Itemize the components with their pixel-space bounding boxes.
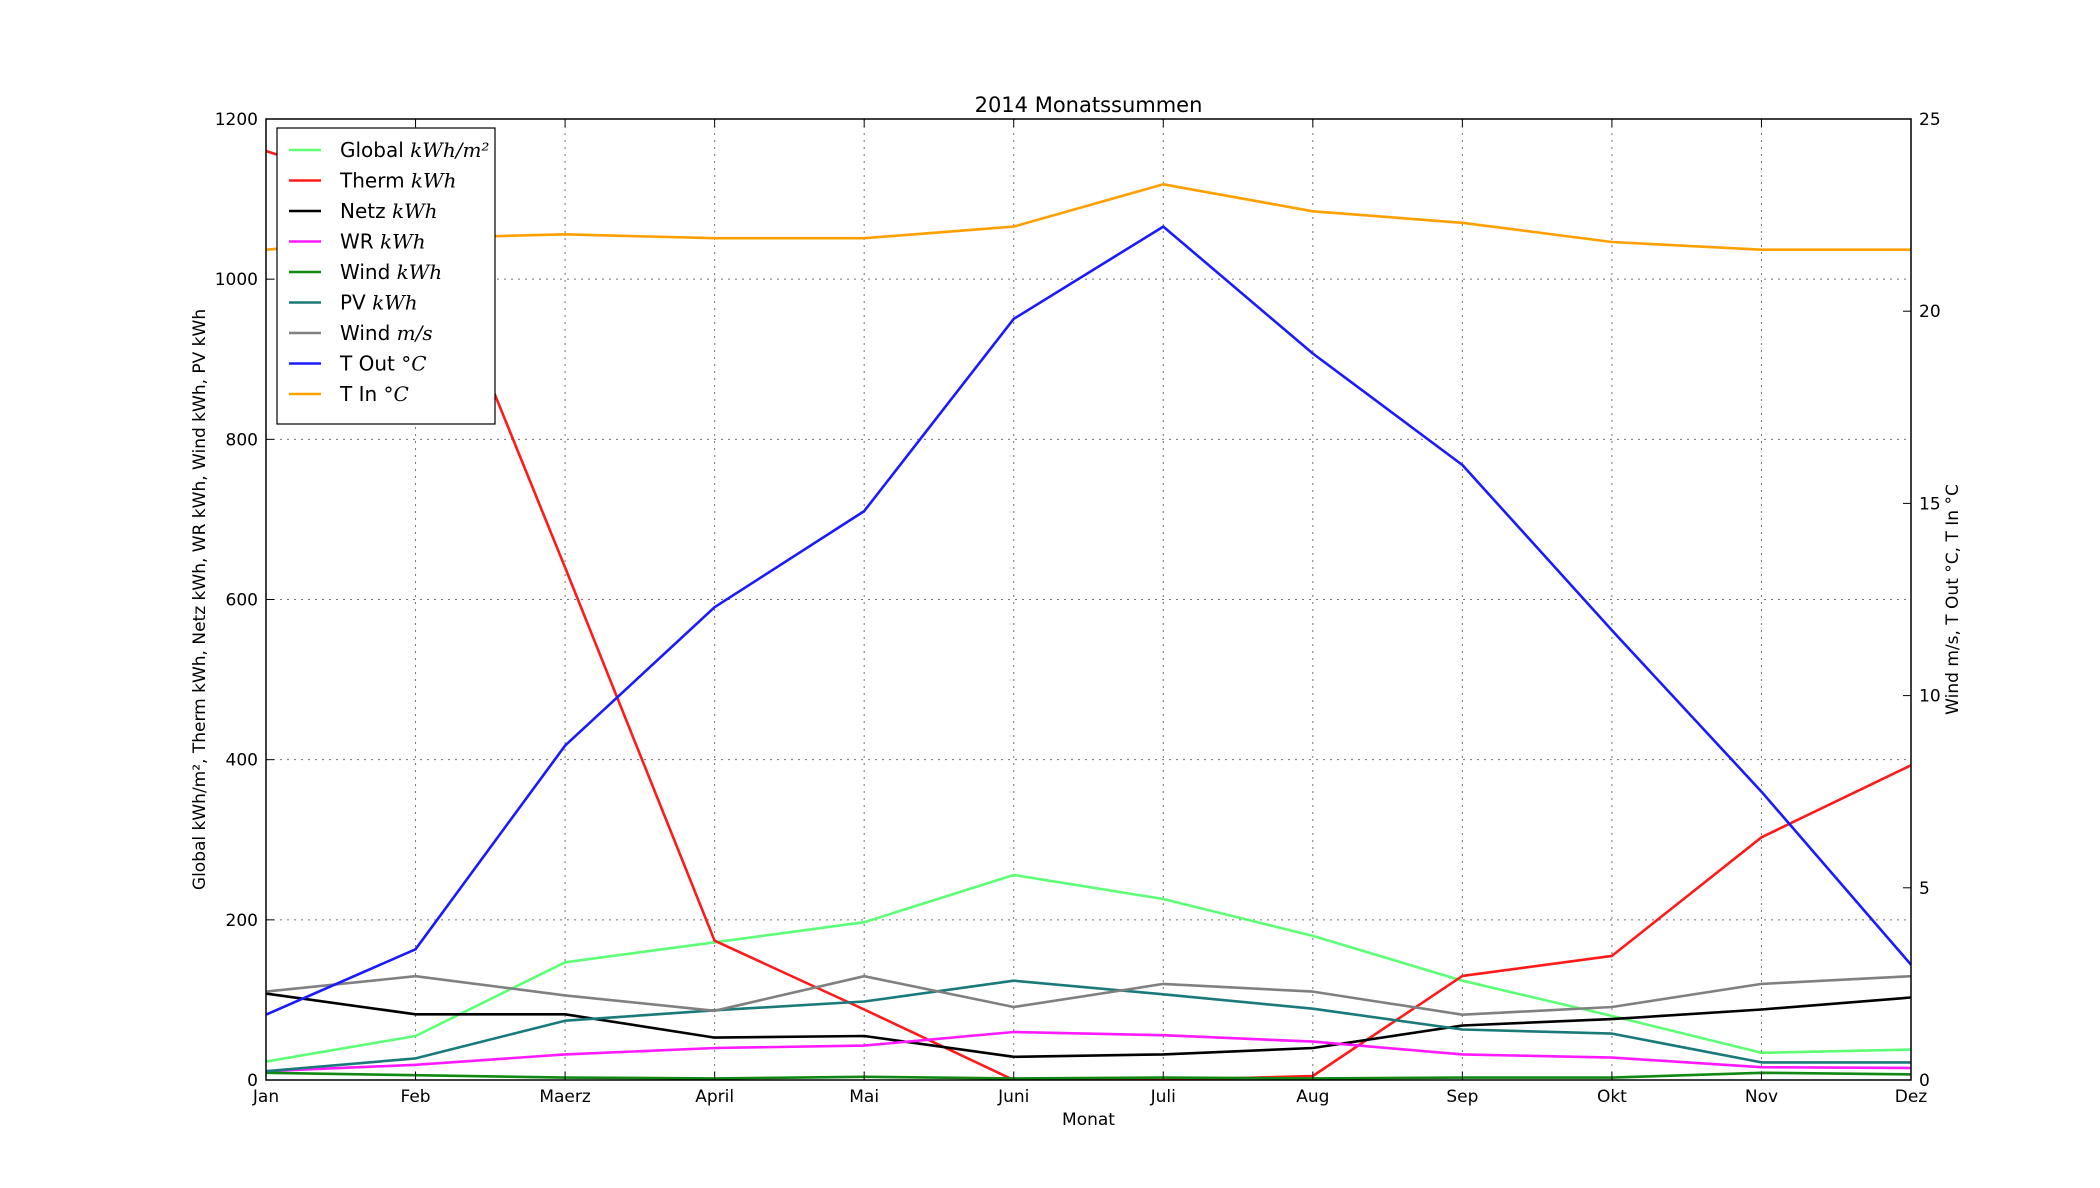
x-tick-label: Sep: [1446, 1087, 1478, 1107]
y-left-tick-label: 1200: [215, 110, 258, 130]
series-line-5: [266, 979, 1911, 1073]
y-left-tick-label: 600: [226, 591, 258, 611]
y-axis-right-label: Wind m/s, T Out °C, T In °C: [1943, 484, 1963, 715]
series-line-8: [266, 183, 1911, 251]
y-axis-left-label: Global kWh/m², Therm kWh, Netz kWh, WR k…: [190, 309, 210, 890]
x-tick-label: Juli: [1150, 1087, 1176, 1107]
series-line-2: [266, 992, 1911, 1059]
legend-entry: T Out °C: [339, 352, 427, 376]
legend-entry: Therm kWh: [339, 169, 456, 193]
series-line-1: [266, 149, 1911, 1080]
x-tick-label: Nov: [1745, 1087, 1778, 1107]
axis-ticks: Jan Feb Maerz April Mai Juni Juli Aug Sep Okt Nov D…: [215, 110, 1941, 1107]
y-left-tick-label: 200: [226, 911, 258, 931]
legend-entry: Wind kWh: [340, 260, 442, 284]
x-tick-label: Aug: [1296, 1087, 1329, 1107]
legend-entry: Global kWh/m²: [340, 138, 489, 162]
x-tick-label: Okt: [1597, 1087, 1627, 1107]
x-tick-label: Feb: [400, 1087, 430, 1107]
x-tick-label: Mai: [849, 1087, 879, 1107]
x-tick-label: Jan: [252, 1087, 279, 1107]
y-right-tick-label: 25: [1919, 110, 1941, 130]
y-left-tick-label: 1000: [215, 270, 258, 290]
legend-entry: T In °C: [339, 382, 409, 406]
chart-title: 2014 Monatssummen: [975, 93, 1203, 117]
x-tick-label: Dez: [1895, 1087, 1928, 1107]
legend-entry: Wind m/s: [340, 321, 433, 345]
legend-entry: WR kWh: [340, 230, 426, 254]
y-left-tick-label: 800: [226, 430, 258, 450]
series-lines: [266, 149, 1911, 1080]
y-right-tick-label: 20: [1919, 302, 1941, 322]
x-tick-label: Maerz: [539, 1087, 591, 1107]
legend: Global kWh/m² Therm kWh Netz kWh WR kWh Wind…: [276, 127, 496, 425]
y-right-tick-label: 15: [1919, 494, 1941, 514]
y-left-tick-label: 0: [247, 1071, 258, 1091]
y-right-tick-label: 0: [1919, 1071, 1930, 1091]
x-axis-label: Monat: [1062, 1110, 1115, 1130]
series-line-7: [266, 225, 1911, 1016]
series-line-6: [266, 974, 1911, 1017]
y-right-tick-label: 10: [1919, 687, 1941, 707]
series-line-0: [266, 873, 1911, 1063]
grid: [266, 119, 1911, 1080]
legend-box: [276, 127, 496, 425]
legend-entry: PV kWh: [340, 291, 418, 315]
y-right-tick-label: 5: [1919, 879, 1930, 899]
x-tick-label: April: [695, 1087, 734, 1107]
x-tick-label: Juni: [997, 1087, 1029, 1107]
series-line-3: [266, 1030, 1911, 1073]
y-left-tick-label: 400: [226, 751, 258, 771]
series-line-4: [266, 1071, 1911, 1080]
legend-entry: Netz kWh: [340, 199, 438, 223]
